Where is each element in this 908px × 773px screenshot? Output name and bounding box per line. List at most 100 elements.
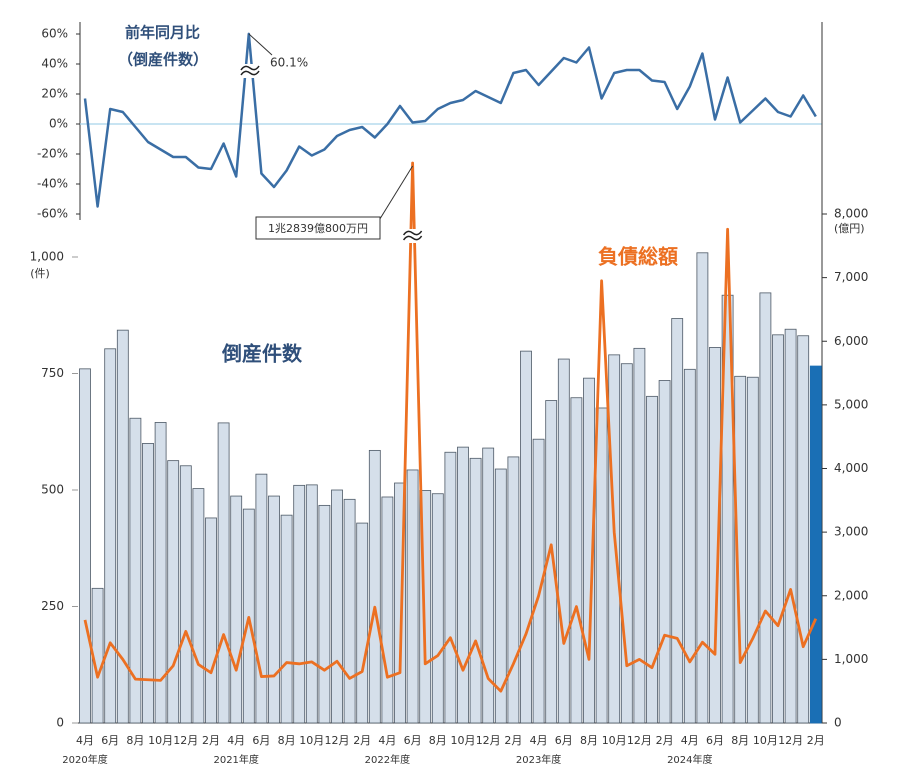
bar xyxy=(734,375,747,724)
bar xyxy=(343,498,356,724)
x-tick-label: 6月 xyxy=(706,734,724,747)
leader xyxy=(248,33,273,56)
x-tick-label: 4月 xyxy=(681,734,699,747)
bar xyxy=(520,350,532,724)
x-tick-label: 8月 xyxy=(731,734,749,747)
fiscal-year-label: 2020年度 xyxy=(62,753,107,766)
x-tick-label: 4月 xyxy=(227,734,245,747)
x-tick-label: 12月 xyxy=(778,734,803,747)
y2-tick-label: 6,000 xyxy=(834,334,868,348)
bar xyxy=(809,365,822,724)
y2-tick-label: 7,000 xyxy=(834,270,868,284)
bar xyxy=(230,495,243,724)
legend-label: 倒産件数 xyxy=(221,342,303,366)
bar xyxy=(431,493,444,724)
bar xyxy=(557,358,570,724)
fiscal-year-label: 2021年度 xyxy=(213,753,258,766)
bar xyxy=(280,514,293,724)
bar xyxy=(192,488,205,724)
x-tick-label: 2月 xyxy=(504,734,522,747)
x-tick-label: 12月 xyxy=(476,734,501,747)
bar xyxy=(318,504,331,724)
x-tick-label: 6月 xyxy=(555,734,573,747)
y2-tick-label: 2,000 xyxy=(834,588,868,602)
x-tick-label: 6月 xyxy=(404,734,422,747)
x-tick-label: 10月 xyxy=(753,734,778,747)
y2-unit: (億円) xyxy=(834,222,865,235)
axis-break xyxy=(240,65,260,76)
x-tick-label: 6月 xyxy=(252,734,270,747)
bar xyxy=(142,442,154,724)
top-title: 前年同月比 xyxy=(125,24,200,42)
x-tick-label: 6月 xyxy=(101,734,119,747)
break-bg xyxy=(402,229,423,243)
bar xyxy=(570,397,583,724)
bar xyxy=(772,334,784,724)
x-tick-label: 12月 xyxy=(627,734,652,747)
x-tick-label: 2月 xyxy=(807,734,825,747)
bar xyxy=(179,465,192,724)
x-tick-label: 10月 xyxy=(451,734,476,747)
yoy-line xyxy=(83,32,817,208)
y2-tick-label: 5,000 xyxy=(834,397,868,411)
bar xyxy=(116,329,129,724)
y-tick-label: 500 xyxy=(41,483,64,497)
y-tick-label: 20% xyxy=(41,87,68,101)
axis-break xyxy=(402,230,423,241)
bar xyxy=(419,490,432,724)
y-tick-label: 0% xyxy=(49,117,68,131)
fiscal-year-label: 2023年度 xyxy=(516,753,561,766)
bar xyxy=(167,460,180,724)
x-tick-label: 4月 xyxy=(530,734,548,747)
bar xyxy=(217,422,230,724)
bar xyxy=(305,484,318,724)
bar xyxy=(331,489,343,724)
bar xyxy=(104,348,117,724)
bar xyxy=(620,363,633,724)
y2-tick-label: 1,000 xyxy=(834,652,868,666)
bar xyxy=(457,446,469,724)
x-tick-label: 10月 xyxy=(299,734,324,747)
bar xyxy=(394,482,406,724)
annotation: 1兆2839億800万円 xyxy=(268,222,368,235)
x-tick-label: 2月 xyxy=(656,734,674,747)
x-tick-label: 4月 xyxy=(76,734,94,747)
top-subtitle: （倒産件数） xyxy=(118,51,208,69)
x-tick-label: 2月 xyxy=(353,734,371,747)
y-tick-label: 750 xyxy=(41,366,64,380)
bar xyxy=(255,473,268,724)
bar xyxy=(444,451,457,724)
leader xyxy=(377,165,414,223)
y2-tick-label: 4,000 xyxy=(834,461,868,475)
y-tick-label: 40% xyxy=(41,57,68,71)
x-tick-label: 12月 xyxy=(173,734,198,747)
x-tick-label: 8月 xyxy=(278,734,296,747)
y2-tick-label: 8,000 xyxy=(834,207,868,221)
y2-tick-label: 3,000 xyxy=(834,525,868,539)
x-tick-label: 10月 xyxy=(602,734,627,747)
debt-line xyxy=(83,161,818,693)
bar xyxy=(583,377,595,724)
x-tick-label: 2月 xyxy=(202,734,220,747)
bar xyxy=(482,447,495,724)
bar xyxy=(633,347,646,724)
bar xyxy=(129,417,142,724)
fiscal-year-label: 2022年度 xyxy=(365,753,410,766)
bar xyxy=(507,456,520,724)
x-tick-label: 4月 xyxy=(378,734,396,747)
legend-label: 負債総額 xyxy=(598,245,678,269)
y-tick-label: -60% xyxy=(37,207,68,221)
x-tick-label: 8月 xyxy=(429,734,447,747)
bar xyxy=(381,496,394,724)
bar xyxy=(494,468,507,724)
break-bg xyxy=(240,64,260,78)
bar xyxy=(356,522,369,724)
x-tick-label: 10月 xyxy=(148,734,173,747)
annotation: 60.1% xyxy=(270,56,308,70)
bar xyxy=(154,422,167,724)
bar xyxy=(683,368,696,724)
bar xyxy=(746,376,759,724)
y-tick-label: 0 xyxy=(56,716,64,730)
y-tick-label: 1,000 xyxy=(30,250,64,264)
